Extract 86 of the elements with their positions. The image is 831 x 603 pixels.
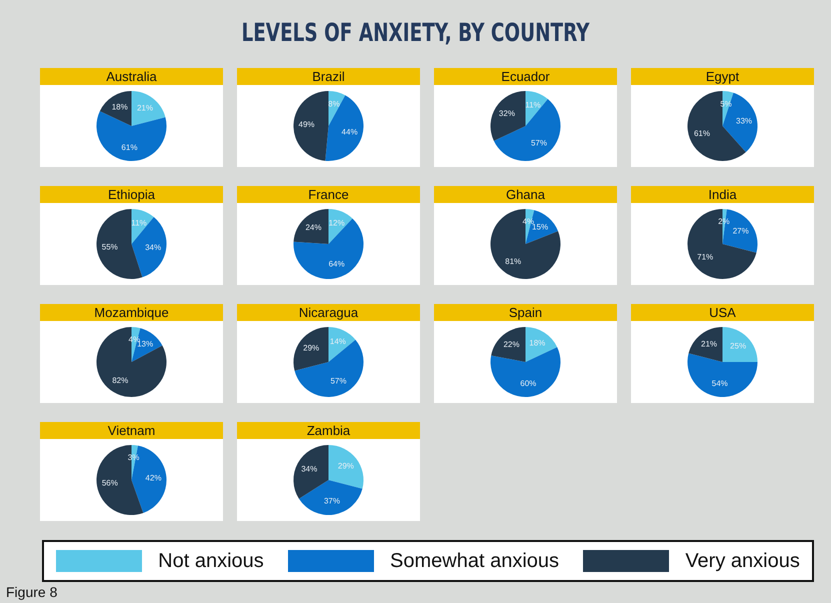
chart-title: Ghana	[434, 186, 617, 203]
chart-title: Ecuador	[434, 68, 617, 85]
pie-slice	[298, 480, 362, 515]
data-label: 57%	[330, 376, 346, 386]
text: LEVELS OF ANXIETY, BY COUNTRY	[240, 18, 591, 47]
data-label: 44%	[342, 127, 358, 136]
chart-title: India	[631, 186, 814, 203]
data-label: 42%	[145, 473, 162, 482]
data-label: 14%	[330, 337, 346, 346]
data-label: 34%	[145, 243, 162, 252]
pie-slice	[494, 99, 560, 161]
pie-slice	[96, 111, 166, 161]
data-label: 49%	[298, 120, 315, 129]
data-label: 29%	[338, 462, 354, 471]
pie-slice	[100, 91, 132, 126]
data-label: 18%	[529, 338, 546, 348]
pie-slice	[294, 340, 364, 397]
pie-slice	[688, 327, 722, 362]
data-label: 56%	[102, 478, 118, 488]
pie-slice	[688, 209, 756, 279]
data-label: 54%	[712, 378, 728, 388]
data-label: 18%	[112, 102, 128, 112]
data-label: 64%	[328, 259, 345, 268]
data-label: 21%	[136, 104, 153, 113]
data-label: 29%	[303, 344, 320, 353]
pie-slice	[294, 209, 328, 244]
data-label: 24%	[305, 222, 322, 232]
data-label: 61%	[694, 128, 710, 138]
chart-title: Vietnam	[40, 422, 223, 439]
pie-slice	[490, 91, 526, 141]
data-label: 55%	[102, 242, 118, 252]
pie-slice	[96, 445, 144, 515]
legend-label: Not anxious	[157, 550, 264, 572]
chart-title: Nicaragua	[237, 304, 420, 321]
data-label: 60%	[520, 378, 536, 388]
data-label: 57%	[530, 138, 547, 148]
pie-slice	[526, 327, 558, 362]
pie-slice	[294, 327, 328, 371]
pie-slice	[328, 327, 356, 362]
data-label: 8%	[328, 100, 340, 109]
data-label: 11%	[131, 218, 147, 228]
chart-title: Egypt	[631, 68, 814, 85]
data-label: 27%	[732, 226, 749, 236]
data-label: 25%	[730, 341, 746, 350]
chart-title: Mozambique	[40, 304, 223, 321]
data-label: 13%	[137, 340, 154, 349]
pie-slice	[96, 327, 166, 397]
pie-slice	[132, 217, 166, 278]
pie-slice	[490, 209, 560, 279]
data-label: 32%	[498, 109, 515, 118]
data-label: 61%	[121, 142, 138, 152]
chart-title: USA	[631, 304, 814, 321]
pie-slice	[491, 327, 526, 362]
data-label: 82%	[112, 376, 128, 385]
data-label: 22%	[503, 340, 520, 350]
pie-slice	[132, 91, 166, 126]
pie-slice	[490, 347, 560, 397]
pie-slice	[328, 445, 364, 489]
data-label: 15%	[532, 222, 548, 232]
chart-title: Brazil	[237, 68, 420, 85]
data-label: 11%	[525, 100, 541, 110]
data-label: 33%	[736, 116, 752, 126]
legend-label: Very anxious	[684, 550, 800, 572]
pie-slice	[132, 209, 154, 244]
chart-title: Australia	[40, 68, 223, 85]
pie-slice	[722, 92, 758, 152]
pie-slice	[294, 218, 364, 279]
legend-label: Somewhat anxious	[389, 550, 560, 572]
pie-slice	[688, 353, 758, 397]
pie-slice	[722, 327, 758, 362]
data-label: 21%	[701, 340, 718, 349]
data-label: 81%	[505, 257, 522, 266]
data-label: 71%	[697, 252, 714, 262]
chart-title: Zambia	[237, 422, 420, 439]
data-label: 12%	[328, 218, 345, 228]
chart-title: Ethiopia	[40, 186, 223, 203]
pie-slice	[526, 91, 548, 126]
pie-slice	[294, 91, 328, 161]
pie-slice	[325, 95, 364, 161]
chart-title: Spain	[434, 304, 617, 321]
data-label: 34%	[301, 464, 318, 474]
data-label: 37%	[324, 496, 340, 506]
pie-slice	[294, 445, 328, 499]
chart-title: France	[237, 186, 420, 203]
caption: Figure 8	[6, 584, 58, 600]
pie-slice	[328, 209, 352, 244]
